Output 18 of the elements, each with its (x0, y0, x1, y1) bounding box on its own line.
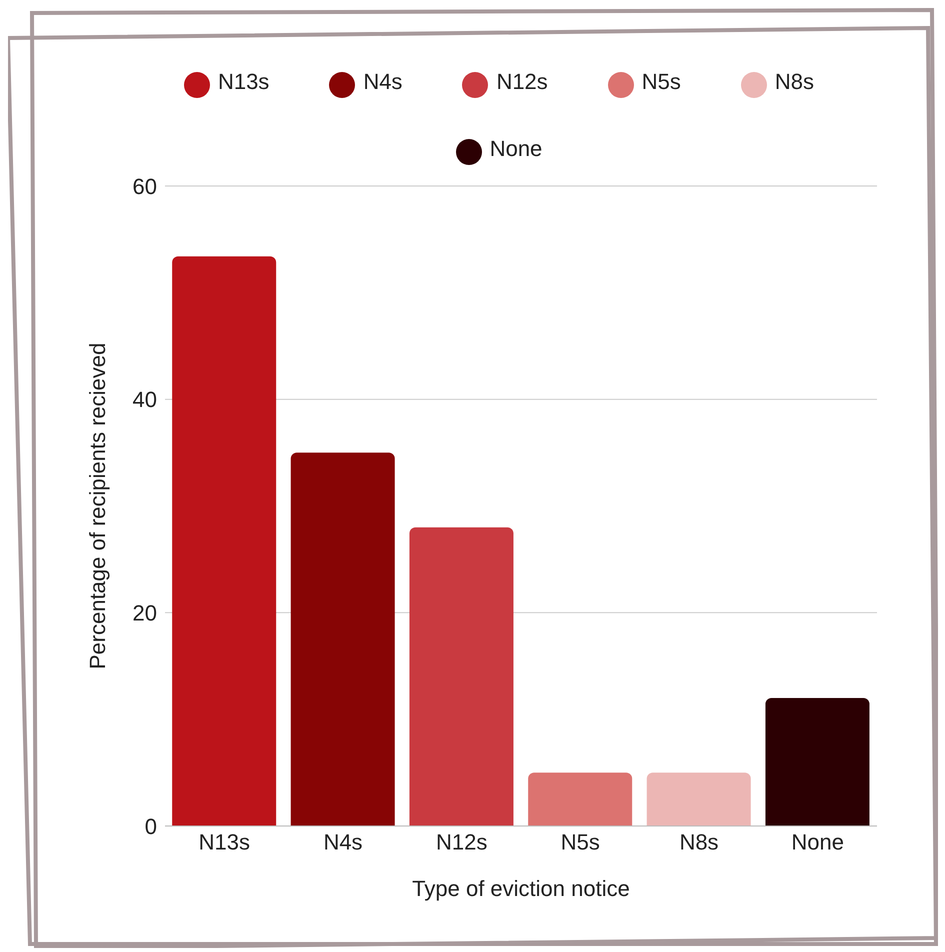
legend-label: N13s (216, 69, 270, 94)
x-axis-title: Type of eviction notice (412, 876, 630, 901)
x-tick-label: N4s (323, 830, 363, 855)
x-tick-label: N5s (560, 830, 600, 855)
x-tick-label: None (791, 830, 844, 855)
x-tick-label: N13s (198, 830, 250, 855)
legend-label: N8s (774, 69, 816, 94)
legend-label: N4s (362, 69, 404, 94)
y-tick-label: 60 (132, 174, 157, 199)
x-tick-label: N12s (436, 830, 488, 855)
y-tick-label: 0 (144, 814, 157, 839)
legend-label: None (488, 136, 544, 161)
x-tick-label: N8s (679, 830, 719, 855)
legend-label: N12s (495, 69, 549, 94)
y-axis-title: Percentage of recipients recieved (84, 342, 110, 670)
y-tick-label: 40 (132, 387, 157, 412)
legend-label: N5s (640, 69, 682, 94)
y-tick-label: 20 (132, 600, 157, 626)
